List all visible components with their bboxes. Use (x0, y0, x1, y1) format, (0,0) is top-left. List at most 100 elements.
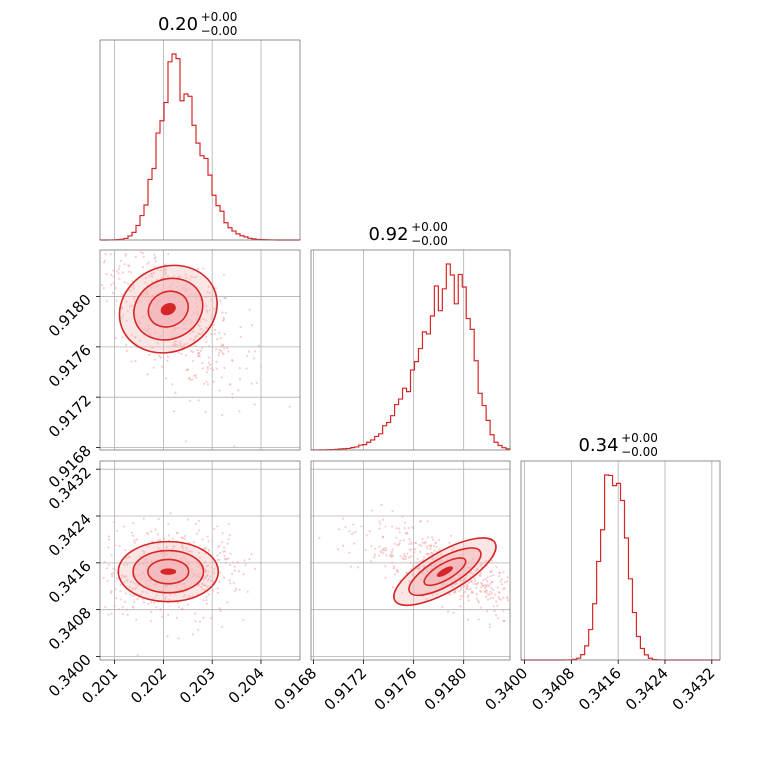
sample-point (415, 542, 418, 545)
sample-point (205, 304, 208, 307)
sample-point (250, 382, 253, 385)
sample-point (189, 378, 192, 381)
sample-point (380, 551, 383, 554)
sample-point (219, 571, 222, 574)
sample-point (172, 274, 175, 277)
sample-point (195, 275, 198, 278)
x-tick-label-1-0: 0.9168 (270, 664, 320, 714)
sample-point (196, 584, 200, 587)
sample-point (132, 522, 135, 525)
sample-point (162, 593, 165, 596)
sample-point (210, 566, 213, 569)
sample-point (255, 381, 258, 384)
sample-point (209, 367, 212, 370)
sample-point (350, 565, 353, 568)
sample-point (490, 587, 493, 590)
sample-point (141, 266, 145, 269)
sample-point (104, 253, 107, 256)
sample-point (492, 574, 495, 577)
sample-point (202, 578, 205, 581)
sample-point (203, 588, 206, 592)
sample-point (202, 318, 205, 321)
sample-point (165, 545, 168, 548)
sample-point (228, 534, 231, 537)
sample-point (203, 584, 206, 587)
sample-point (418, 560, 421, 563)
sample-point (288, 405, 291, 408)
sample-point (172, 343, 175, 346)
sample-point (495, 614, 498, 617)
sample-point (222, 319, 225, 322)
param-title-value-1: 0.92 (368, 224, 408, 245)
param-title-plus-0: +0.00 (201, 10, 238, 24)
sample-point (435, 593, 439, 596)
sample-point (135, 538, 138, 541)
sample-point (497, 617, 500, 620)
sample-point (233, 589, 236, 592)
sample-point (201, 583, 204, 586)
sample-point (396, 570, 400, 574)
sample-point (499, 580, 502, 583)
sample-point (498, 575, 501, 578)
sample-point (448, 593, 451, 596)
sample-point (470, 579, 473, 583)
sample-point (459, 579, 462, 583)
sample-point (390, 550, 394, 554)
sample-point (155, 606, 158, 609)
sample-point (416, 557, 419, 560)
sample-point (379, 522, 382, 525)
sample-point (216, 587, 219, 590)
sample-point (210, 313, 214, 316)
sample-point (491, 559, 494, 562)
sample-point (182, 549, 185, 552)
sample-point (502, 620, 505, 623)
sample-point (411, 526, 414, 529)
sample-point (145, 591, 148, 594)
sample-point (157, 518, 160, 521)
sample-point (130, 271, 133, 274)
sample-point (121, 606, 124, 609)
sample-point (130, 286, 133, 289)
sample-point (125, 300, 128, 303)
sample-point (392, 567, 395, 570)
sample-point (384, 565, 387, 568)
sample-point (231, 572, 234, 575)
sample-point (121, 336, 124, 339)
sample-point (385, 547, 388, 550)
sample-point (229, 563, 232, 567)
sample-point (196, 352, 199, 355)
x-tick-label-1-3: 0.9180 (421, 664, 471, 714)
sample-point (233, 565, 236, 568)
sample-point (465, 588, 468, 591)
sample-point (426, 536, 429, 539)
sample-point (446, 610, 449, 613)
sample-point (438, 539, 441, 542)
sample-point (142, 252, 145, 255)
sample-point (176, 601, 179, 605)
sample-point (109, 591, 113, 595)
sample-point (218, 351, 221, 354)
y-tick-label-2-1: 0.3408 (45, 604, 95, 654)
sample-point (115, 577, 118, 580)
sample-point (207, 345, 211, 348)
sample-point (164, 273, 167, 276)
sample-point (369, 560, 373, 563)
sample-point (214, 328, 217, 331)
sample-point (497, 596, 500, 599)
sample-point (111, 292, 114, 295)
sample-point (122, 313, 125, 316)
sample-point (124, 592, 127, 595)
sample-point (205, 371, 208, 374)
sample-point (187, 376, 191, 379)
sample-point (189, 350, 193, 353)
pair-panel-1-2 (310, 460, 511, 661)
sample-point (199, 320, 202, 323)
sample-point (174, 391, 177, 394)
sample-point (112, 275, 115, 278)
sample-point (498, 591, 501, 594)
sample-point (432, 556, 435, 559)
sample-point (247, 350, 250, 353)
sample-point (207, 361, 211, 364)
sample-point (223, 366, 226, 370)
sample-point (477, 581, 480, 585)
